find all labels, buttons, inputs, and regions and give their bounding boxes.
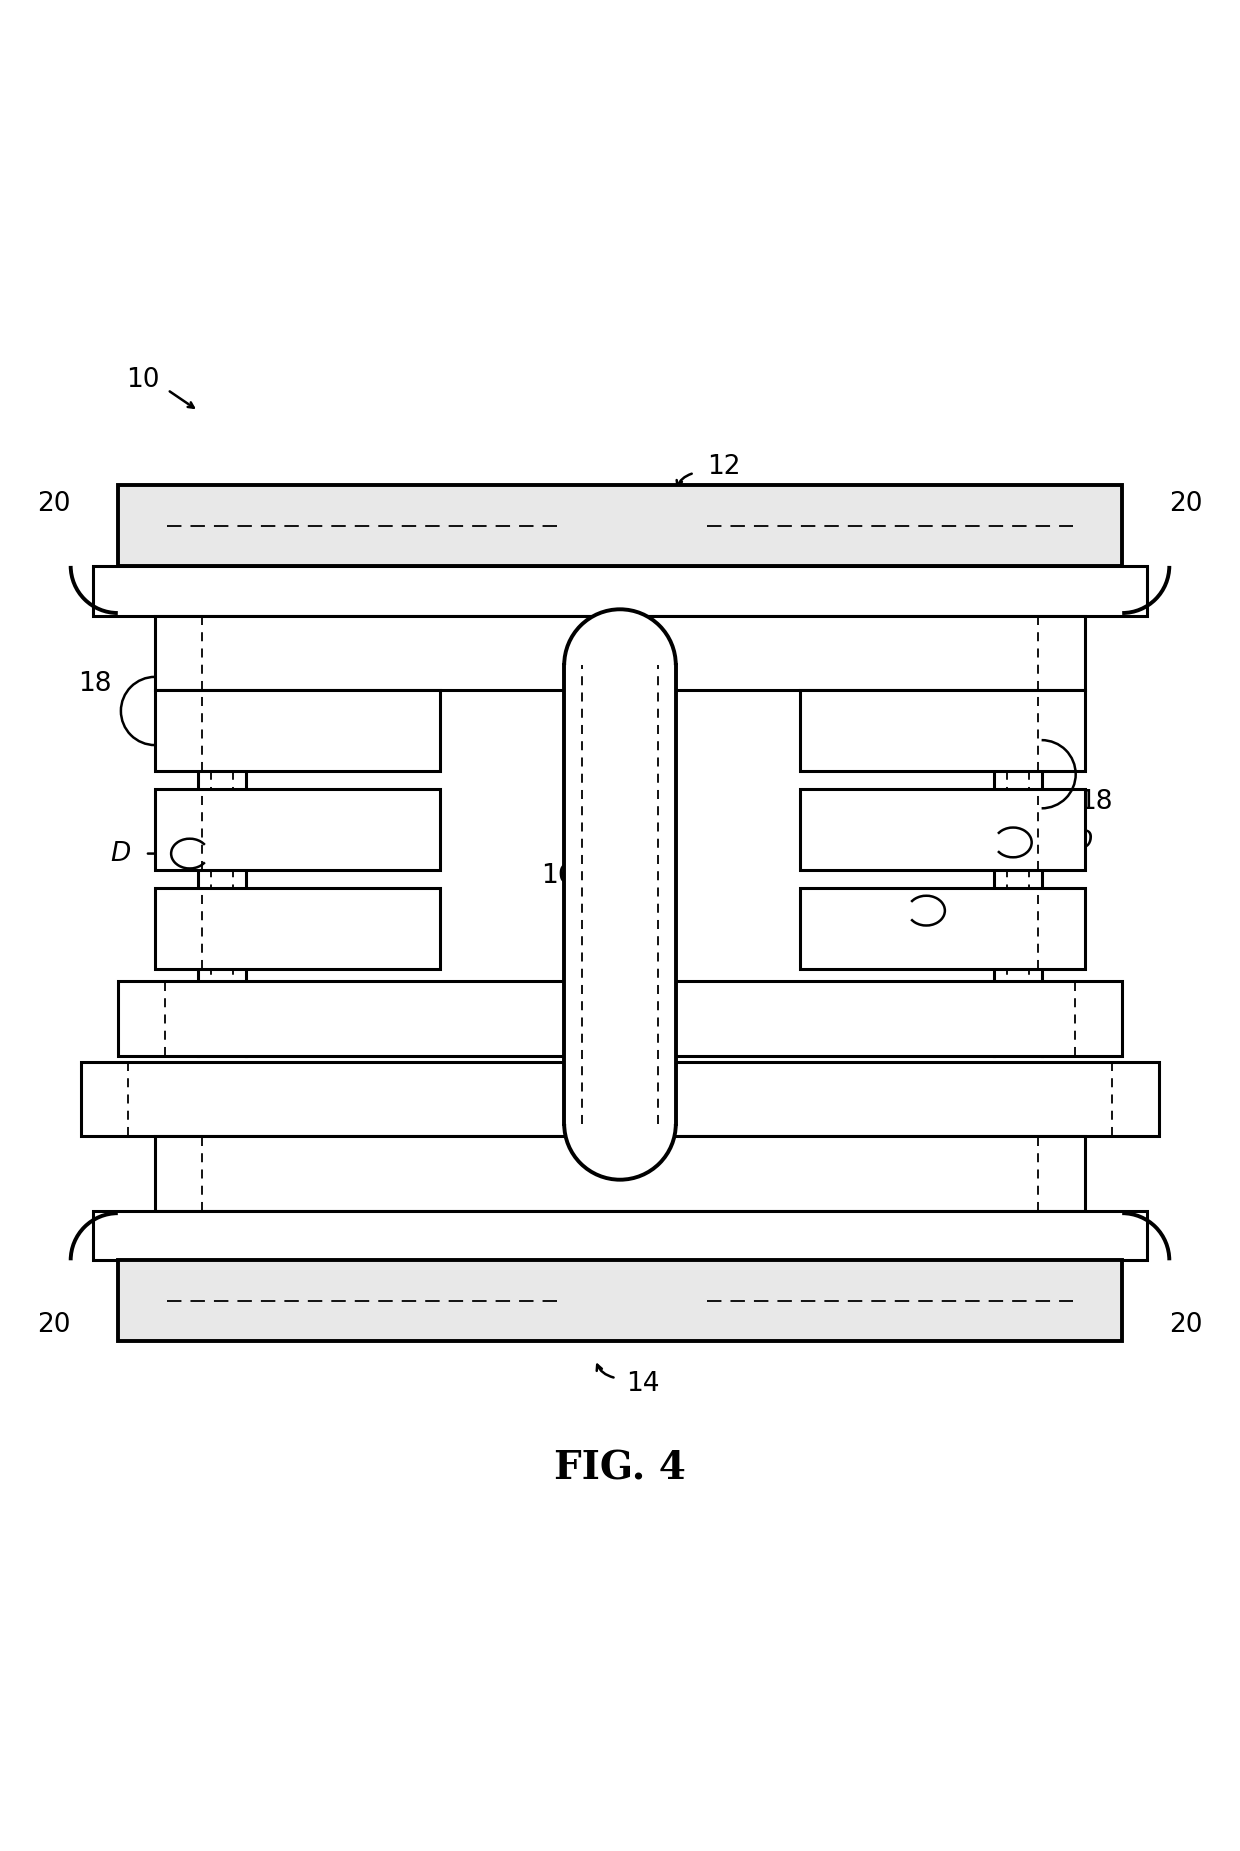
Bar: [155, 616, 1085, 690]
Bar: [800, 690, 1085, 770]
Bar: [564, 665, 676, 1124]
Bar: [155, 1137, 1085, 1211]
Bar: [155, 789, 440, 870]
Bar: [93, 1211, 1147, 1261]
Bar: [118, 1261, 1122, 1340]
Bar: [118, 981, 1122, 1055]
Bar: [800, 888, 1085, 968]
Text: 16: 16: [541, 863, 575, 888]
Text: 20: 20: [37, 1312, 71, 1338]
Text: 20: 20: [37, 491, 71, 516]
Text: D: D: [1073, 829, 1092, 855]
Ellipse shape: [564, 609, 676, 720]
Text: 14: 14: [626, 1372, 660, 1398]
Text: 20: 20: [1169, 1312, 1203, 1338]
Text: D: D: [986, 898, 1006, 924]
Bar: [155, 888, 440, 968]
Text: 20: 20: [1169, 491, 1203, 516]
Text: D: D: [110, 840, 130, 866]
Ellipse shape: [564, 1068, 676, 1179]
Bar: [155, 690, 440, 770]
Text: FIG. 4: FIG. 4: [554, 1449, 686, 1488]
Bar: [81, 1062, 1159, 1137]
Text: 18: 18: [1079, 789, 1112, 814]
Bar: [93, 566, 1147, 616]
Bar: [118, 485, 1122, 566]
Text: 10: 10: [125, 366, 160, 392]
Text: 18: 18: [78, 670, 112, 696]
Text: 12: 12: [707, 453, 740, 479]
Bar: [800, 789, 1085, 870]
